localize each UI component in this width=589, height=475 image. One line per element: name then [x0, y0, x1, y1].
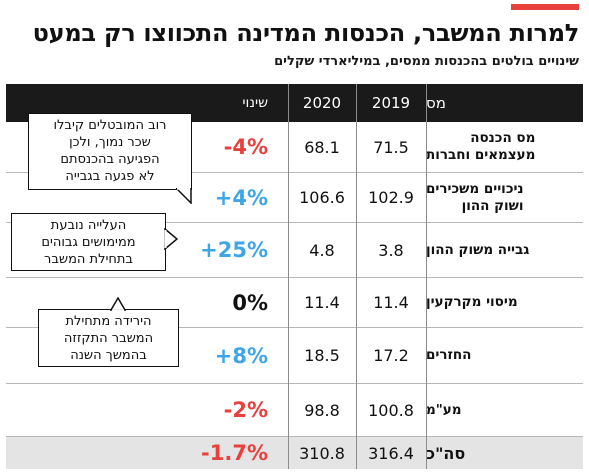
value-2020: 68.1 — [304, 137, 340, 157]
annotation-callout: העלייה נובעת ממימושים גבוהים בתחילת המשב… — [11, 213, 166, 271]
accent-bar — [511, 4, 579, 10]
tax-name-line: מע"מ — [426, 401, 462, 418]
tax-name-text: מס הכנסה מעצמאים וחברות — [426, 130, 535, 164]
annotation-line: הפגיעה בהכנסתם — [60, 152, 160, 167]
value-2019: 71.5 — [373, 137, 409, 157]
tax-name-line: החזרים — [426, 347, 472, 363]
table-row: 0% 11.4 11.4 מיסוי מקרקעין — [6, 277, 583, 327]
annotation-line: שכר נמוך, ולכן — [69, 135, 151, 150]
table-row: -2% 98.8 100.8 מע"מ — [6, 383, 583, 436]
change-value: -2% — [223, 398, 268, 422]
column-header-2019: 2019 — [371, 94, 411, 112]
tax-name-text: סה"כ — [426, 445, 465, 462]
tax-name: מיסוי מקרקעין — [426, 278, 583, 327]
tax-name-text: מע"מ — [426, 402, 462, 419]
column-divider — [426, 84, 427, 469]
tax-name-line: מעצמאים וחברות — [426, 147, 536, 163]
column-divider — [356, 84, 357, 469]
table-row: +25% 4.8 3.8 גבייה משוק ההון — [6, 222, 583, 277]
table-total-row: -1.7% 310.8 316.4 סה"כ — [6, 436, 583, 469]
annotation-line: ממימושים גבוהים — [41, 235, 136, 250]
annotation-line: לא פגעה בגבייה — [65, 169, 155, 184]
tax-name-line: ניכויים משכירים — [426, 180, 524, 197]
chart-title: למרות המשבר, הכנסות המדינה התכווצו רק במ… — [32, 19, 580, 47]
change-value: +25% — [200, 238, 268, 262]
tax-name: גבייה משוק ההון — [426, 223, 583, 277]
tax-name-line: ושוק ההון — [461, 197, 524, 214]
change-value: +4% — [214, 185, 268, 210]
annotation-line: העלייה נובעת — [50, 218, 127, 233]
tax-name-line: סה"כ — [426, 443, 466, 463]
change-value: +8% — [214, 343, 268, 368]
value-2019: 3.8 — [378, 240, 404, 260]
tax-name: מע"מ — [426, 384, 583, 436]
value-2020: 106.6 — [299, 188, 345, 207]
value-2019: 102.9 — [368, 188, 414, 207]
tax-name-text: ניכויים משכירים ושוק ההון — [426, 181, 524, 215]
column-header-2020: 2020 — [302, 94, 342, 112]
annotation-line: בתחילת המשבר — [44, 252, 133, 267]
annotation-line: בהמשך השנה — [70, 348, 147, 363]
tax-revenue-table: שינוי 2020 2019 מס -4% 68.1 71.5 מס הכנסה מע… — [6, 84, 583, 469]
tax-name-text: גבייה משוק ההון — [426, 242, 529, 259]
tax-name-line: מיסוי מקרקעין — [426, 294, 518, 310]
value-2019: 100.8 — [368, 400, 414, 420]
column-header-change: שינוי — [242, 95, 268, 111]
change-value: -4% — [223, 135, 268, 159]
value-2020: 18.5 — [304, 346, 340, 365]
value-2020: 98.8 — [304, 400, 340, 420]
value-2020: 4.8 — [309, 240, 335, 260]
value-2020: 11.4 — [304, 293, 340, 312]
tax-name-line: גבייה משוק ההון — [426, 241, 530, 258]
table-row: -4% 68.1 71.5 מס הכנסה מעצמאים וחברות — [6, 122, 583, 172]
annotation-callout: רוב המובטלים קיבלו שכר נמוך, ולכן הפגיעה… — [28, 113, 192, 190]
annotation-pointer — [164, 228, 178, 250]
tax-name: מס הכנסה מעצמאים וחברות — [426, 122, 583, 172]
tax-name-text: מיסוי מקרקעין — [426, 294, 518, 311]
column-header-tax: מס — [426, 93, 446, 112]
value-2019: 316.4 — [368, 443, 414, 463]
annotation-line: רוב המובטלים קיבלו — [53, 118, 167, 133]
annotation-pointer — [176, 188, 192, 204]
tax-name: ניכויים משכירים ושוק ההון — [426, 173, 583, 222]
annotation-line: הירידה מתחילת — [65, 314, 152, 329]
value-2019: 17.2 — [373, 346, 409, 365]
tax-name: החזרים — [426, 328, 583, 383]
chart-subtitle: שינויים בולטים בהכנסות ממסים, במיליארדי … — [274, 54, 579, 69]
tax-name-line: מס הכנסה — [470, 130, 536, 146]
tax-name: סה"כ — [426, 437, 583, 469]
annotation-callout: הירידה מתחילת המשבר התקזזה בהמשך השנה — [38, 309, 179, 367]
change-value: 0% — [232, 290, 268, 315]
table-row: +8% 18.5 17.2 החזרים — [6, 327, 583, 383]
column-divider — [288, 84, 289, 469]
value-2019: 11.4 — [373, 293, 409, 312]
table-row: +4% 106.6 102.9 ניכויים משכירים ושוק ההון — [6, 172, 583, 222]
change-value: -1.7% — [201, 441, 268, 465]
value-2020: 310.8 — [299, 443, 345, 463]
annotation-line: המשבר התקזזה — [63, 331, 154, 346]
annotation-pointer — [110, 297, 126, 311]
tax-name-text: החזרים — [426, 347, 471, 364]
